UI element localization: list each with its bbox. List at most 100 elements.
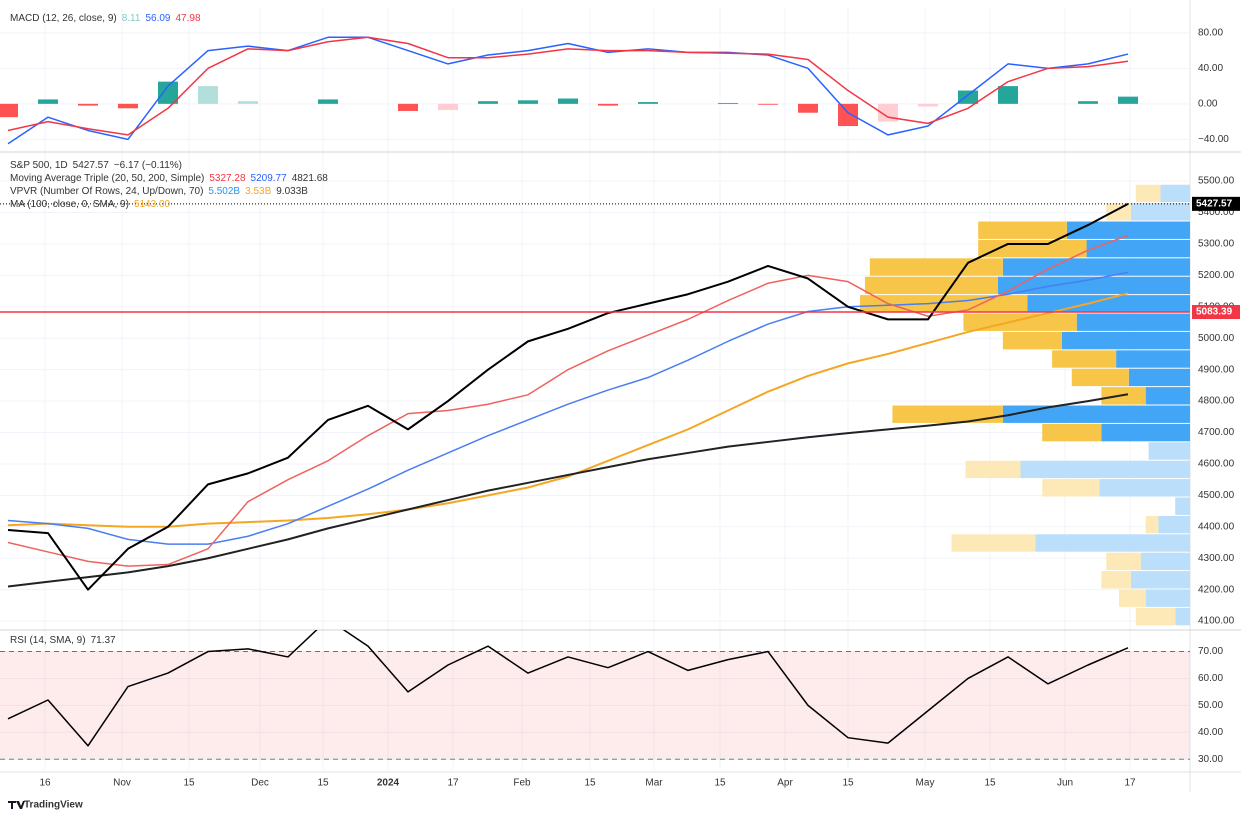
vp-up-bar [1086, 239, 1190, 258]
y-tick-label: 30.00 [1198, 754, 1223, 765]
vp-up-bar [1076, 313, 1190, 331]
x-tick-label: 16 [39, 778, 51, 789]
series-line [7, 234, 1129, 567]
vp-down-bar [1106, 203, 1131, 221]
series-line [7, 36, 1129, 136]
vp-up-bar [1101, 423, 1190, 442]
y-tick-label: 5300.00 [1198, 239, 1235, 250]
histogram-bar [998, 86, 1018, 104]
vp-up-bar [1160, 184, 1190, 203]
vp-down-bar [951, 534, 1036, 552]
legend-line: Moving Average Triple (20, 50, 200, Simp… [10, 173, 328, 184]
y-tick-label: 4500.00 [1198, 490, 1235, 501]
vp-up-bar [1066, 221, 1190, 239]
histogram-bar [918, 103, 938, 107]
vp-down-bar [1145, 515, 1159, 534]
series-line [7, 202, 1129, 591]
vp-up-bar [1175, 497, 1190, 515]
legend-text: 4821.68 [292, 173, 329, 184]
y-tick-label: 5400.00 [1198, 207, 1235, 218]
x-tick-label: 15 [317, 778, 329, 789]
vp-up-bar [1148, 442, 1190, 460]
x-tick-label: 15 [714, 778, 726, 789]
vp-up-bar [1128, 368, 1190, 387]
y-tick-label: 5200.00 [1198, 270, 1235, 281]
series-line [7, 393, 1129, 588]
y-tick-label: −40.00 [1198, 134, 1229, 145]
vp-down-bar [978, 221, 1067, 239]
series-line [7, 292, 1129, 528]
legend-text: VPVR (Number Of Rows, 24, Up/Down, 70) [10, 186, 203, 197]
y-tick-label: 4100.00 [1198, 616, 1235, 627]
histogram-bar [638, 102, 658, 104]
legend-text: 71.37 [91, 635, 116, 646]
legend-text: 5.502B [208, 186, 240, 197]
histogram-bar [0, 103, 18, 118]
histogram-bar [158, 81, 178, 104]
histogram-bar [838, 103, 858, 127]
legend-line: VPVR (Number Of Rows, 24, Up/Down, 70) 5.… [10, 186, 308, 197]
y-tick-label: 5000.00 [1198, 333, 1235, 344]
legend-text: −6.17 (−0.11%) [114, 160, 182, 171]
legend-text: 5209.77 [251, 173, 288, 184]
price-label: 5083.39 [1196, 307, 1233, 318]
histogram-bar [198, 86, 218, 104]
vp-down-bar [864, 276, 998, 295]
vp-up-bar [1145, 589, 1190, 607]
vp-up-bar [1099, 479, 1190, 497]
histogram-bar [878, 103, 898, 122]
x-tick-label: 2024 [377, 778, 400, 789]
x-tick-label: Apr [777, 778, 793, 789]
y-tick-label: 4900.00 [1198, 364, 1235, 375]
histogram-bar [238, 101, 258, 104]
histogram-bar [398, 103, 418, 111]
y-tick-label: 40.00 [1198, 727, 1223, 738]
vp-down-bar [1052, 350, 1117, 368]
histogram-bar [598, 103, 618, 106]
logo [8, 801, 25, 809]
legend-text: S&P 500, 1D [10, 160, 68, 171]
vp-down-bar [978, 239, 1087, 258]
y-tick-label: 4200.00 [1198, 584, 1235, 595]
histogram-bar [518, 100, 538, 104]
price-label-bg [1192, 305, 1240, 320]
legend-text: Moving Average Triple (20, 50, 200, Simp… [10, 173, 204, 184]
vp-down-bar [965, 460, 1021, 479]
y-tick-label: 4800.00 [1198, 396, 1235, 407]
y-tick-label: 5500.00 [1198, 176, 1235, 187]
x-tick-label: 15 [984, 778, 996, 789]
rsi-band [0, 651, 1190, 760]
histogram-bar [318, 99, 338, 104]
histogram-bar [718, 102, 738, 104]
legend-text: 8.11 [122, 13, 141, 24]
histogram-bar [438, 103, 458, 111]
x-tick-label: Jun [1057, 778, 1073, 789]
footer-brand: TradingView [24, 800, 83, 811]
price-label: 5427.57 [1196, 198, 1233, 209]
histogram-bar [798, 103, 818, 113]
vp-down-bar [1135, 607, 1176, 626]
x-tick-label: Nov [113, 778, 131, 789]
x-tick-label: 15 [183, 778, 195, 789]
histogram-bar [558, 98, 578, 104]
price-label-bg [1192, 196, 1240, 211]
x-tick-label: Dec [251, 778, 269, 789]
x-tick-label: 17 [447, 778, 459, 789]
vp-down-bar [1118, 589, 1146, 607]
pane [0, 32, 1190, 145]
vp-up-bar [1130, 571, 1190, 589]
legend-text: 3.53B [245, 186, 271, 197]
vp-down-bar [1135, 184, 1161, 203]
y-tick-label: 4700.00 [1198, 427, 1235, 438]
histogram-bar [38, 99, 58, 104]
vp-down-bar [1042, 423, 1102, 442]
y-tick-label: 50.00 [1198, 700, 1223, 711]
legend-text: MA (100, close, 0, SMA, 9) [10, 199, 129, 210]
legend-text: 5327.28 [209, 173, 246, 184]
legend-text: 47.98 [175, 13, 200, 24]
y-tick-label: 4400.00 [1198, 521, 1235, 532]
legend-text: 5427.57 [73, 160, 110, 171]
x-tick-label: 15 [842, 778, 854, 789]
vp-up-bar [1002, 258, 1190, 276]
legend-line: MACD (12, 26, close, 9) 8.11 56.09 47.98 [10, 13, 201, 24]
